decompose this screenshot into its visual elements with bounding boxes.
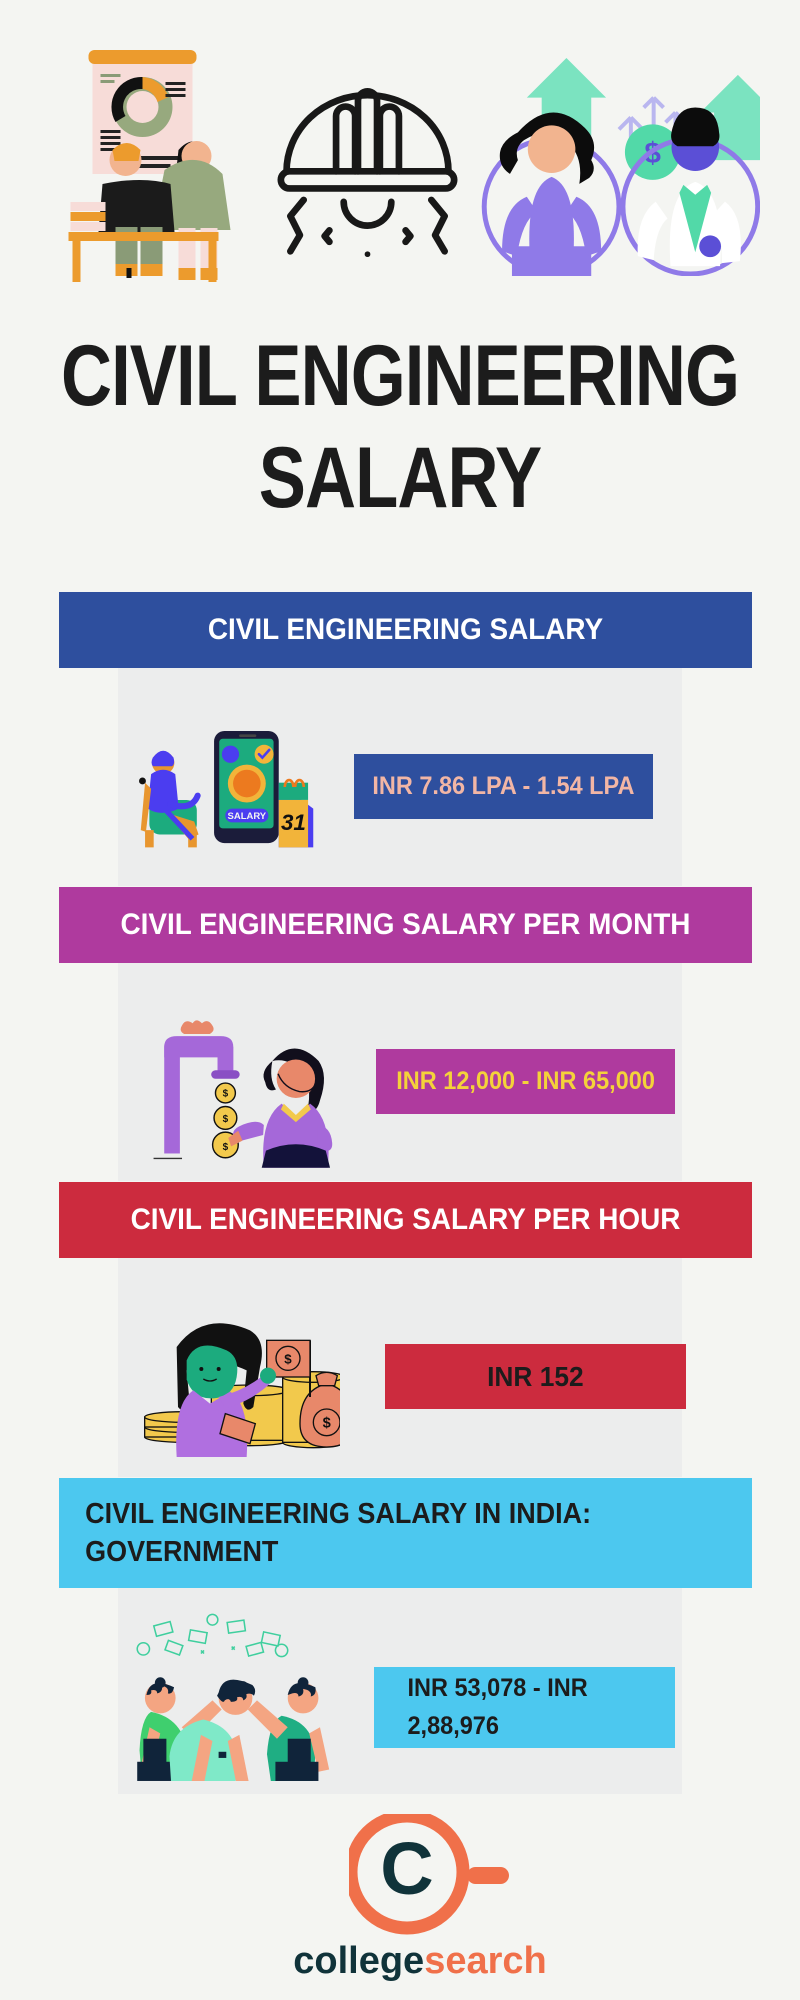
svg-text:$: $ xyxy=(223,1114,229,1125)
svg-text:31: 31 xyxy=(281,810,306,835)
svg-text:$: $ xyxy=(323,1416,331,1432)
svg-text:$: $ xyxy=(284,1352,292,1367)
svg-text:SALARY: SALARY xyxy=(228,811,267,822)
svg-text:$: $ xyxy=(223,1142,229,1153)
svg-text:$: $ xyxy=(223,1089,229,1100)
svg-text:C: C xyxy=(380,1827,433,1910)
